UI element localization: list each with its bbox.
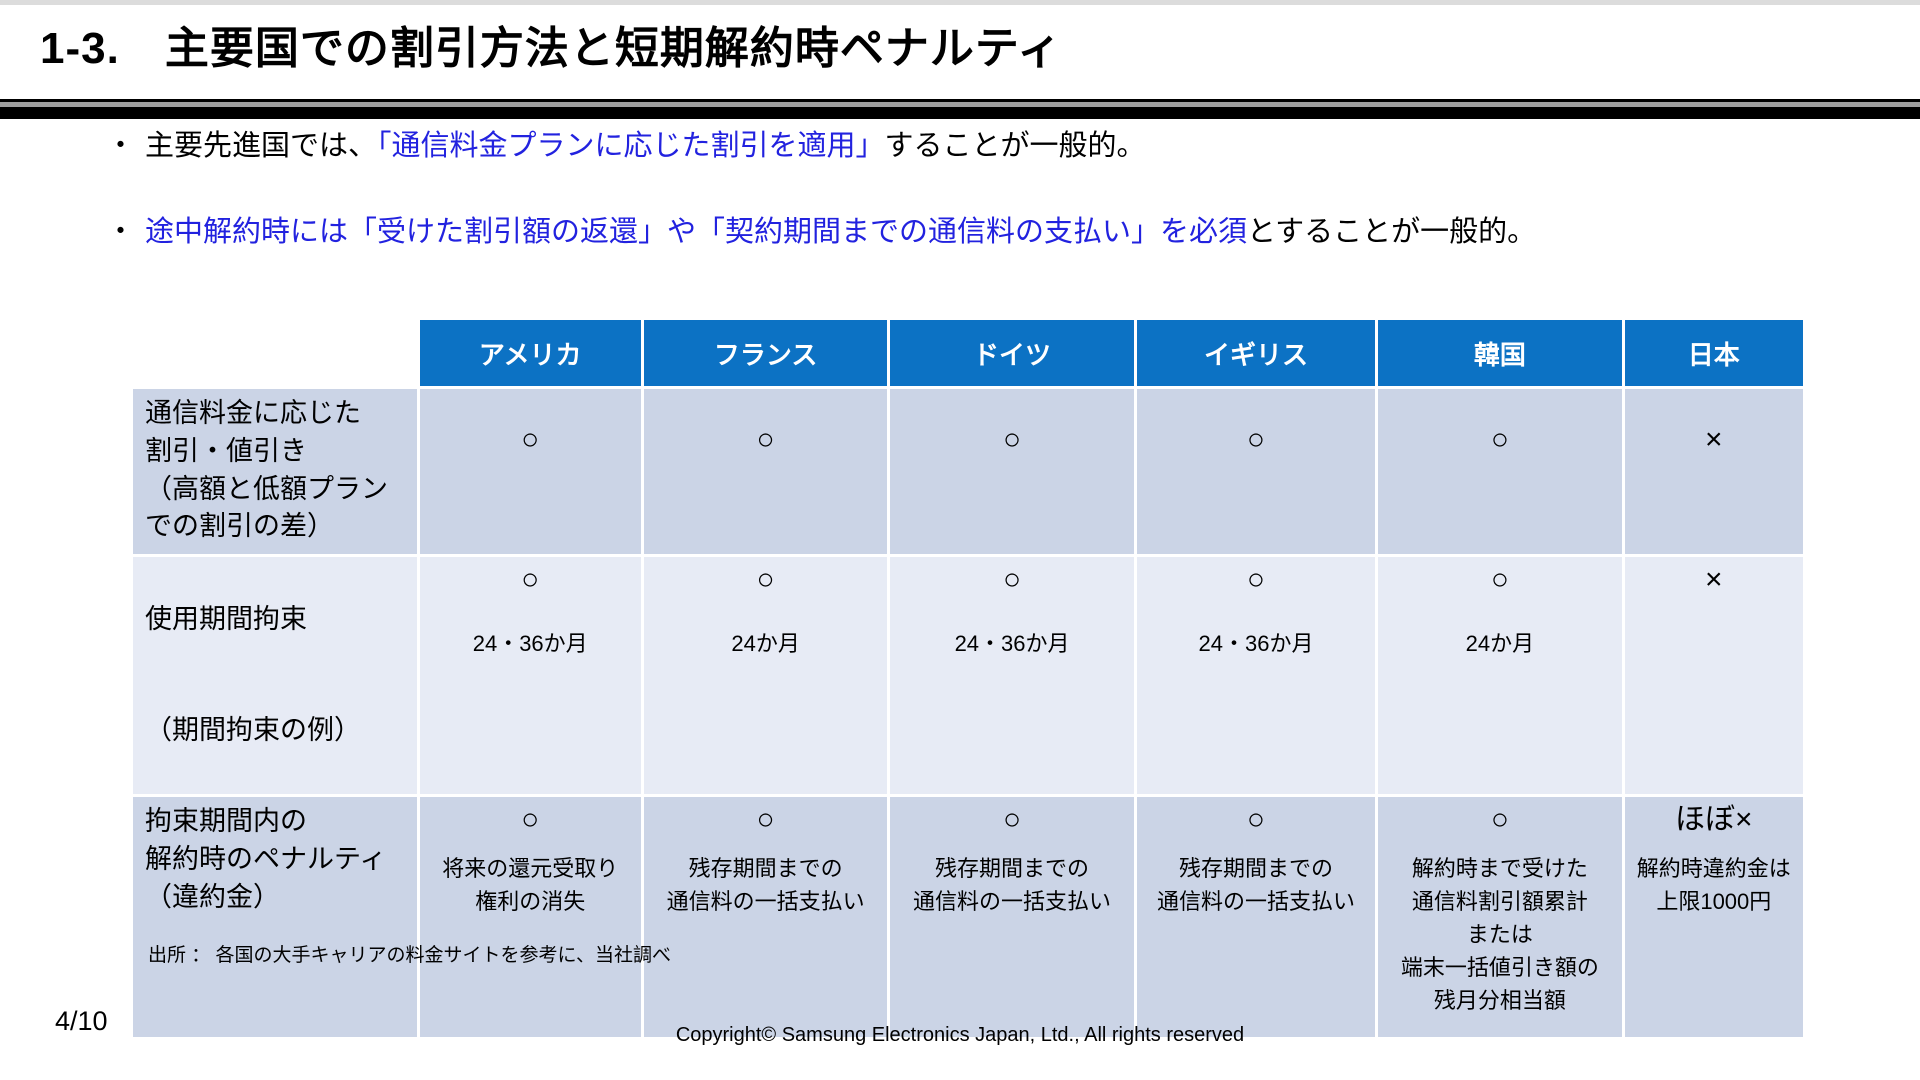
bullet-marker: ・ <box>106 216 136 249</box>
bullet-text-segment: 主要先進国では、 <box>145 130 378 162</box>
slide-top-edge <box>0 0 1920 5</box>
cell-note: 24・36か月 <box>954 631 1070 656</box>
table-cell: ○ 将来の還元受取り 権利の消失 <box>419 796 641 1037</box>
cell-note: 24か月 <box>1465 631 1535 656</box>
mark-circle: ○ <box>756 563 775 596</box>
column-header-germany: ドイツ <box>890 320 1134 386</box>
table-cell: ○ <box>419 389 641 554</box>
cell-note: 24・36か月 <box>472 631 588 656</box>
table-cell: ○ <box>643 389 888 554</box>
table-cell: ○ 残存期間までの 通信料の一括支払い <box>643 796 888 1037</box>
table-cell: ○ <box>890 389 1134 554</box>
page-title: 1-3. 主要国での割引方法と短期解約時ペナルティ <box>40 24 1063 73</box>
mark-circle: ○ <box>1490 423 1509 456</box>
bullet-item: ・主要先進国では、「通信料金プランに応じた割引を適用」することが一般的。 <box>106 128 1536 164</box>
column-header-korea: 韓国 <box>1378 320 1622 386</box>
cell-note: 残存期間までの 通信料の一括支払い <box>913 855 1112 914</box>
bullet-text-segment: することが一般的。 <box>884 130 1146 162</box>
table-row-discount: 通信料金に応じた 割引・値引き （高額と低額プラン での割引の差） ○ ○ ○ … <box>133 389 1803 554</box>
row-label-top: 使用期間拘束 <box>145 603 307 634</box>
mark-circle: ○ <box>756 423 775 456</box>
table-cell: ○ 24・36か月 <box>890 557 1134 794</box>
table-cell: ○ <box>1378 389 1622 554</box>
column-header-uk: イギリス <box>1136 320 1376 386</box>
row-label: 拘束期間内の 解約時のペナルティ （違約金） <box>133 796 417 1037</box>
bullet-text-segment-highlight: 途中解約時には「受けた割引額の返還」や「契約期間までの通信料の支払い」を必須 <box>145 216 1248 249</box>
table-cell: ○ 24か月 <box>643 557 888 794</box>
mark-circle: ○ <box>521 563 540 596</box>
table-cell: ○ 解約時まで受けた 通信料割引額累計 または 端末一括値引き額の 残月分相当額 <box>1378 796 1622 1037</box>
table-row-penalty: 拘束期間内の 解約時のペナルティ （違約金） ○ 将来の還元受取り 権利の消失 ○… <box>133 796 1803 1037</box>
divider-thin-line <box>0 99 1920 102</box>
mark-circle: ○ <box>1246 802 1266 836</box>
divider-gray-line <box>0 102 1920 107</box>
table-cell: ○ 残存期間までの 通信料の一括支払い <box>890 796 1134 1037</box>
cell-note: 残存期間までの 通信料の一括支払い <box>666 855 865 914</box>
country-comparison-table: アメリカ フランス ドイツ イギリス 韓国 日本 通信料金に応じた 割引・値引き… <box>130 317 1806 1040</box>
row-label: 通信料金に応じた 割引・値引き （高額と低額プラン での割引の差） <box>133 389 417 554</box>
row-label-bottom: （期間拘束の例） <box>145 715 361 746</box>
table-cell: ○ 24か月 <box>1378 557 1622 794</box>
column-header-france: フランス <box>643 320 888 386</box>
bullet-item: ・途中解約時には「受けた割引額の返還」や「契約期間までの通信料の支払い」を必須と… <box>106 214 1536 250</box>
column-header-japan: 日本 <box>1624 320 1803 386</box>
mark-circle: ○ <box>1246 563 1266 596</box>
table-corner-cell <box>133 320 417 386</box>
table-cell: ○ 24・36か月 <box>1136 557 1376 794</box>
table-cell: × <box>1624 557 1803 794</box>
mark-cross: × <box>1705 423 1723 456</box>
mark-almost-cross: ほぼ× <box>1675 802 1753 836</box>
table-cell: × <box>1624 389 1803 554</box>
copyright-text: Copyright© Samsung Electronics Japan, Lt… <box>675 1024 1245 1046</box>
mark-circle: ○ <box>1490 802 1509 836</box>
bullet-list: ・主要先進国では、「通信料金プランに応じた割引を適用」することが一般的。 ・途中… <box>106 128 1536 301</box>
column-header-usa: アメリカ <box>419 320 641 386</box>
mark-circle: ○ <box>521 423 540 456</box>
mark-circle: ○ <box>1002 423 1022 456</box>
title-divider <box>0 99 1920 119</box>
table-cell: ○ 残存期間までの 通信料の一括支払い <box>1136 796 1376 1037</box>
row-label: 使用期間拘束 （期間拘束の例） <box>133 557 417 794</box>
bullet-text-segment: とすることが一般的。 <box>1247 216 1537 249</box>
mark-circle: ○ <box>756 802 775 836</box>
cell-note: 24か月 <box>731 631 800 656</box>
divider-thick-line <box>0 107 1920 119</box>
table-cell: ○ <box>1136 389 1376 554</box>
bullet-text-segment-highlight: 「通信料金プランに応じた割引を適用」 <box>377 130 885 162</box>
mark-circle: ○ <box>521 802 540 836</box>
mark-circle: ○ <box>1002 563 1022 596</box>
cell-note: 将来の還元受取り 権利の消失 <box>442 855 619 914</box>
mark-cross: × <box>1705 563 1723 596</box>
source-note: 出所 ： 各国の大手キャリアの料金サイトを参考に、当社調べ <box>148 945 671 966</box>
cell-note: 残存期間までの 通信料の一括支払い <box>1156 855 1355 914</box>
bullet-marker: ・ <box>106 130 136 162</box>
cell-note: 解約時違約金は 上限1000円 <box>1636 855 1791 914</box>
mark-circle: ○ <box>1246 423 1266 456</box>
table-header-row: アメリカ フランス ドイツ イギリス 韓国 日本 <box>133 320 1803 386</box>
table-row-lockin: 使用期間拘束 （期間拘束の例） ○ 24・36か月 ○ 24か月 ○ 24・36か月 … <box>133 557 1803 794</box>
page-number: 4/10 <box>55 1006 108 1036</box>
table-cell: ほぼ× 解約時違約金は 上限1000円 <box>1624 796 1803 1037</box>
cell-note: 24・36か月 <box>1198 631 1314 656</box>
table-cell: ○ 24・36か月 <box>419 557 641 794</box>
mark-circle: ○ <box>1002 802 1022 836</box>
cell-note: 解約時まで受けた 通信料割引額累計 または 端末一括値引き額の 残月分相当額 <box>1400 855 1599 1013</box>
mark-circle: ○ <box>1490 563 1509 596</box>
